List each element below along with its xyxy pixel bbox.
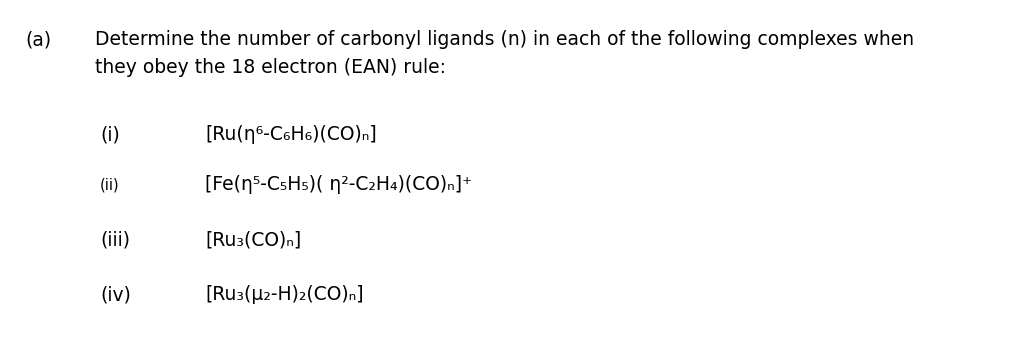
Text: (ii): (ii) [100,178,120,193]
Text: [Ru₃(CO)ₙ]: [Ru₃(CO)ₙ] [205,230,301,250]
Text: [Ru₃(μ₂-H)₂(CO)ₙ]: [Ru₃(μ₂-H)₂(CO)ₙ] [205,286,364,304]
Text: (i): (i) [100,126,120,145]
Text: they obey the 18 electron (EAN) rule:: they obey the 18 electron (EAN) rule: [95,58,446,77]
Text: (iii): (iii) [100,230,130,250]
Text: (iv): (iv) [100,286,131,304]
Text: (a): (a) [25,30,51,49]
Text: [Fe(η⁵-C₅H₅)( η²-C₂H₄)(CO)ₙ]⁺: [Fe(η⁵-C₅H₅)( η²-C₂H₄)(CO)ₙ]⁺ [205,176,472,194]
Text: Determine the number of carbonyl ligands (n) in each of the following complexes : Determine the number of carbonyl ligands… [95,30,914,49]
Text: [Ru(η⁶-C₆H₆)(CO)ₙ]: [Ru(η⁶-C₆H₆)(CO)ₙ] [205,126,377,145]
